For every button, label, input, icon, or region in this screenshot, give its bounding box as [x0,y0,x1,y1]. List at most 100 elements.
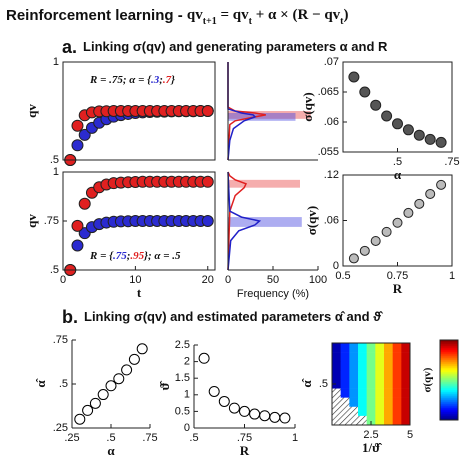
y-tick-label: 2 [184,356,190,368]
colorbar-step [440,342,458,345]
y-tick-label: 1 [184,389,190,401]
x-axis-label: R [240,443,250,458]
heat-cell [401,397,411,408]
heat-cell [392,352,402,362]
y-tick-label: .5 [59,378,68,390]
point [71,219,84,232]
colorbar-step [440,404,458,407]
colorbar-step [440,410,458,413]
heat-cell [358,370,367,380]
colorbar-step [440,382,458,385]
colorbar-step [440,368,458,371]
heat-cell [375,415,385,426]
heat-cell [384,370,393,380]
x-tick-label: .75 [142,432,157,444]
heat-cell [349,370,359,380]
formula-sub: t [340,16,344,27]
heat-cell [366,370,376,380]
point [78,197,91,210]
point [198,352,210,364]
colorbar-step [440,364,458,367]
x-tick-label: 1 [449,270,455,282]
x-tick-label: 0 [60,274,66,286]
y-tick-label: .06 [324,116,339,128]
missing-cell [332,406,341,417]
heat-cell [384,397,393,408]
point [259,410,271,422]
y-tick-label: .5 [50,264,59,276]
annotation-part: R = .75; α = { [89,74,152,86]
heat-cell [340,352,350,362]
axes-frame [62,61,216,161]
missing-cell [340,397,350,408]
heat-cell [392,397,402,408]
y-axis-label: α̂ [299,377,314,387]
y-tick-label: 1 [53,56,59,68]
density-curve [227,62,257,161]
point [97,389,109,401]
point [348,71,360,83]
point [348,253,359,264]
colorbar-step [440,352,458,355]
y-tick-label: 0 [184,422,190,434]
heat-cell [340,379,350,389]
heat-cell [358,361,367,371]
colorbar-step [440,396,458,399]
heat-cell [384,352,393,362]
point [359,245,370,256]
point [228,402,240,414]
axes-frame [342,61,453,153]
x-axis-label: Frequency (%) [237,288,309,300]
section-title: a. Linking σ(qv) and generating parameter… [62,37,388,57]
x-tick-label: .5 [106,432,115,444]
point [71,119,84,132]
heat-cell [375,388,385,398]
annotation-part: }; α = .5 [143,250,181,262]
y-tick-label: 0 [333,260,339,272]
colorbar-step [440,366,458,369]
missing-cell [332,388,341,398]
colorbar-step [440,340,458,343]
hist-bar [228,217,302,227]
heat-cell [401,361,411,371]
colorbar-step [440,380,458,383]
annotation-part: ; [159,74,163,86]
point [249,408,261,420]
colorbar-step [440,356,458,359]
point [128,353,140,365]
point [239,405,250,417]
formula-part: + α × (R − qv [252,7,341,23]
point [218,395,230,407]
point [136,343,148,355]
point [402,124,414,136]
colorbar-step [440,408,458,411]
heat-cell [392,343,402,353]
colorbar-step [440,418,458,421]
point [71,239,84,252]
annotation: R = {.75;.95}; α = .5 [89,250,181,262]
colorbar-step [440,386,458,389]
y-tick-label: .5 [319,378,328,390]
section-text: Linking σ(qv) and estimated parameters α… [84,309,384,324]
point [359,86,371,98]
heat-cell [401,379,411,389]
point [414,198,425,209]
x-tick-label: .5 [189,432,198,444]
x-axis-label: t [137,285,142,300]
heat-cell [392,406,402,417]
density-curve [227,171,262,271]
title-main: Reinforcement learning - [6,7,187,24]
heat-cell [366,388,376,398]
heat-cell [392,370,402,380]
point [381,110,393,122]
point [82,404,94,416]
density-curve [227,62,266,161]
annotation-part: ; [127,250,131,262]
point [105,380,117,392]
heat-cell [375,406,385,417]
heat-cell [384,343,393,353]
heat-cell [358,343,367,353]
heat-cell [340,343,350,353]
heat-cell [375,343,385,353]
colorbar-step [440,398,458,401]
